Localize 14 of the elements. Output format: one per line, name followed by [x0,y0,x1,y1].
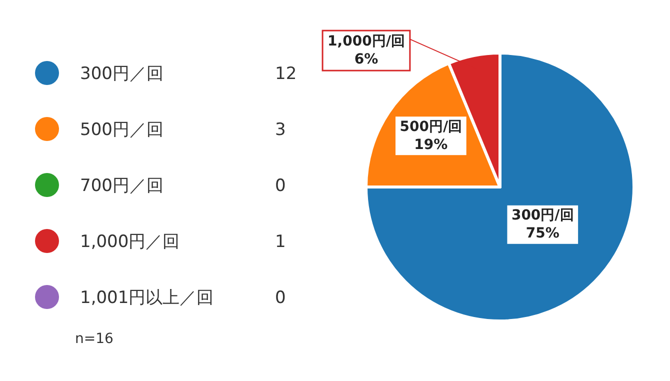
text: n=16 [75,331,114,347]
legend-label: 700円／回 [80,176,164,196]
text: 0 [275,176,286,196]
legend-label: 1,000円／回 [80,232,180,252]
legend-label: 1,001円以上／回 [80,288,214,308]
data-label: 3 [275,120,286,140]
legend-label: 300円／回 [80,64,164,84]
data-label: 1 [275,232,286,252]
text: 500円/回 19% [400,118,462,153]
text: 0 [275,288,286,308]
text: 300円/回 75% [511,208,574,242]
data-label: 12 [275,64,297,84]
legend-label: 500円／回 [80,120,164,140]
text: 1,000円/回 6% [328,34,405,68]
